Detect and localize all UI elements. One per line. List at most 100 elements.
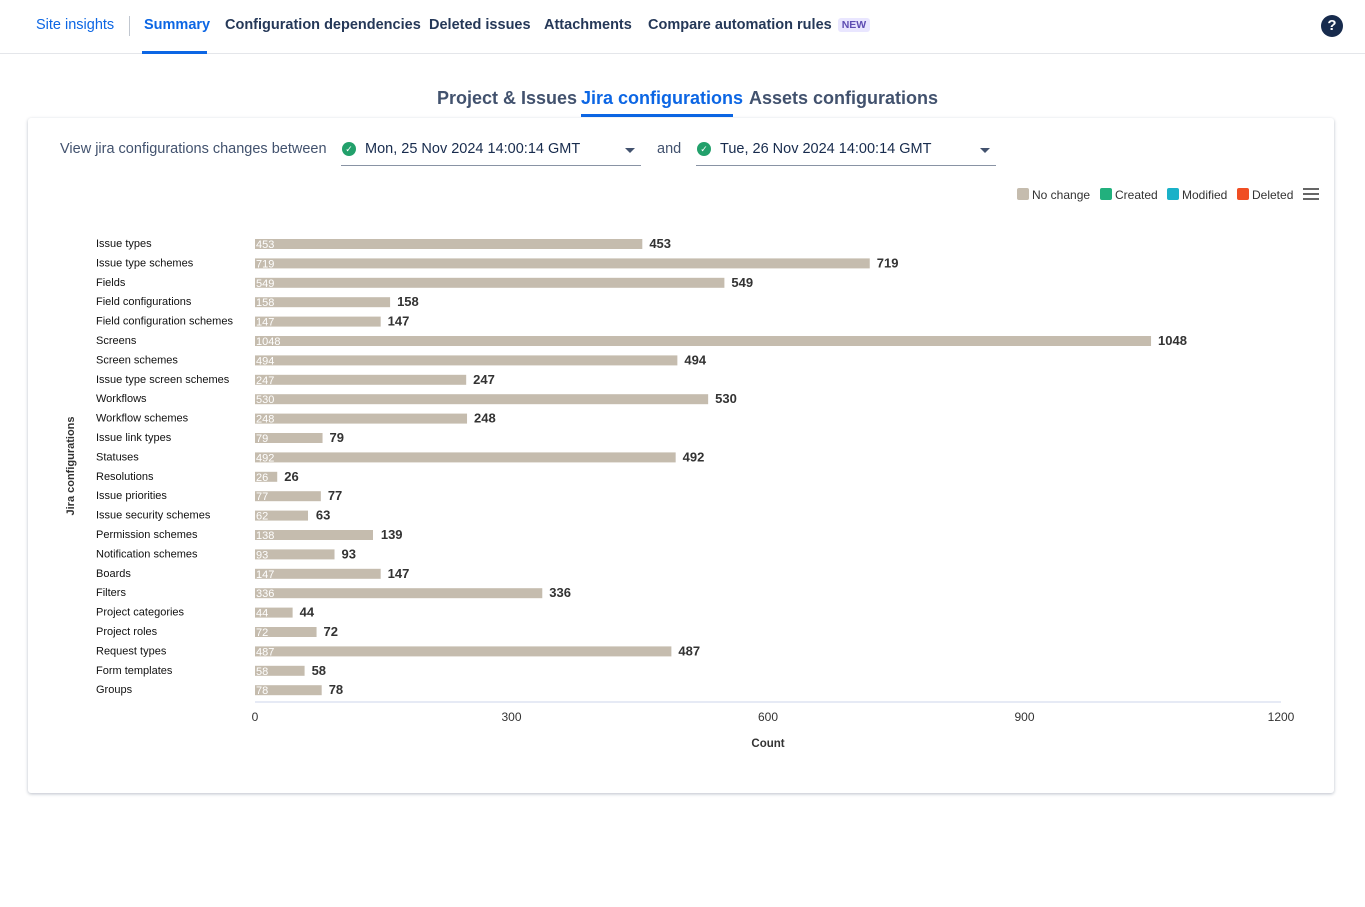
bar-total-label: 93: [342, 546, 356, 561]
nav-deleted-issues[interactable]: Deleted issues: [429, 17, 531, 33]
category-label: Filters: [96, 587, 126, 599]
category-label: Form templates: [96, 665, 173, 677]
bar: [255, 607, 293, 618]
filter-label: View jira configurations changes between: [60, 141, 327, 157]
bar-segment-label: 79: [256, 433, 268, 445]
bar-segment-label: 26: [256, 472, 268, 484]
legend-modified[interactable]: Modified: [1167, 188, 1227, 202]
bar-total-label: 58: [312, 663, 326, 678]
bar: [255, 646, 672, 657]
bar: [255, 433, 323, 443]
bar-segment-label: 77: [256, 491, 268, 503]
bar: [255, 336, 1152, 346]
bar-total-label: 139: [381, 527, 403, 542]
bar: [255, 316, 381, 327]
bar-segment-label: 44: [256, 608, 268, 620]
bar-segment-label: 72: [256, 627, 268, 639]
new-badge: NEW: [837, 18, 871, 32]
y-axis-title: Jira configurations: [65, 416, 77, 515]
bar-segment-label: 492: [256, 452, 274, 464]
help-icon[interactable]: ?: [1321, 15, 1343, 37]
legend-swatch: [1100, 188, 1112, 200]
bar-segment-label: 138: [256, 530, 274, 542]
bar: [255, 471, 278, 482]
bar-total-label: 336: [549, 585, 571, 600]
bar: [255, 239, 643, 249]
category-label: Resolutions: [96, 471, 154, 483]
bar: [255, 413, 468, 424]
bar-total-label: 79: [330, 430, 344, 445]
x-tick-label: 0: [252, 710, 259, 724]
category-label: Fields: [96, 277, 126, 289]
bar: [255, 549, 335, 560]
bar-total-label: 530: [715, 391, 737, 406]
and-label: and: [657, 141, 682, 157]
nav-summary[interactable]: Summary: [144, 17, 211, 33]
category-label: Permission schemes: [96, 529, 198, 541]
bar-total-label: 63: [316, 508, 330, 523]
bar: [255, 277, 725, 288]
legend-label: Modified: [1182, 188, 1228, 202]
legend-swatch: [1237, 188, 1249, 200]
bar: [255, 530, 373, 540]
category-label: Issue priorities: [96, 490, 167, 502]
nav-active-indicator: [142, 51, 207, 54]
nav-attachments[interactable]: Attachments: [544, 17, 632, 33]
bar-total-label: 1048: [1158, 333, 1187, 348]
bar-total-label: 487: [678, 643, 700, 658]
chart-menu-icon[interactable]: [1303, 188, 1319, 200]
category-label: Boards: [96, 568, 131, 580]
to-date-select[interactable]: ✓ Tue, 26 Nov 2024 14:00:14 GMT: [696, 133, 996, 166]
bar: [255, 374, 467, 385]
bar-segment-label: 78: [256, 685, 268, 697]
category-label: Issue security schemes: [96, 510, 211, 522]
category-label: Workflows: [96, 393, 147, 405]
nav-site-insights[interactable]: Site insights: [36, 17, 115, 33]
bar: [255, 588, 543, 599]
legend-created[interactable]: Created: [1100, 188, 1158, 202]
legend-swatch: [1017, 188, 1029, 200]
category-label: Screens: [96, 335, 137, 347]
legend-deleted[interactable]: Deleted: [1237, 188, 1293, 202]
category-label: Issue link types: [96, 432, 172, 444]
nav-compare-automation-rules[interactable]: Compare automation rules NEW: [648, 17, 871, 33]
bar-total-label: 77: [328, 488, 342, 503]
from-date-select[interactable]: ✓ Mon, 25 Nov 2024 14:00:14 GMT: [341, 133, 641, 166]
category-label: Project categories: [96, 607, 185, 619]
x-tick-label: 1200: [1268, 710, 1295, 724]
chevron-down-icon: [625, 148, 635, 153]
tab-active-indicator: [581, 114, 733, 117]
bar: [255, 452, 676, 463]
bar-total-label: 147: [388, 566, 410, 581]
bar-segment-label: 549: [256, 278, 274, 290]
bar: [255, 568, 381, 579]
bar-segment-label: 453: [256, 239, 274, 251]
bar-segment-label: 158: [256, 297, 274, 309]
bar-total-label: 248: [474, 411, 496, 426]
category-label: Field configurations: [96, 296, 192, 308]
bar: [255, 510, 309, 521]
x-tick-label: 600: [758, 710, 778, 724]
x-tick-label: 900: [1014, 710, 1034, 724]
bar-total-label: 44: [300, 605, 315, 620]
legend-label: Created: [1115, 188, 1158, 202]
nav-configuration-dependencies[interactable]: Configuration dependencies: [225, 17, 421, 33]
legend-label: No change: [1032, 188, 1091, 202]
tab-assets-configurations[interactable]: Assets configurations: [749, 88, 939, 108]
bar-total-label: 494: [684, 352, 706, 367]
check-circle-icon: ✓: [342, 142, 356, 156]
tab-jira-configurations[interactable]: Jira configurations: [581, 88, 744, 108]
bar: [255, 685, 322, 696]
category-label: Statuses: [96, 451, 139, 463]
tab-project-issues[interactable]: Project & Issues: [437, 88, 578, 108]
bar-segment-label: 719: [256, 258, 274, 270]
bar-total-label: 247: [473, 372, 495, 387]
legend-no-change[interactable]: No change: [1017, 188, 1090, 202]
category-label: Field configuration schemes: [96, 316, 233, 328]
bar-total-label: 158: [397, 294, 419, 309]
nav-compare-automation-rules-label: Compare automation rules: [648, 17, 832, 33]
bar: [255, 394, 709, 405]
category-label: Groups: [96, 684, 133, 696]
top-navigation: Site insights Summary Configuration depe…: [0, 0, 1365, 54]
bar-total-label: 72: [324, 624, 338, 639]
